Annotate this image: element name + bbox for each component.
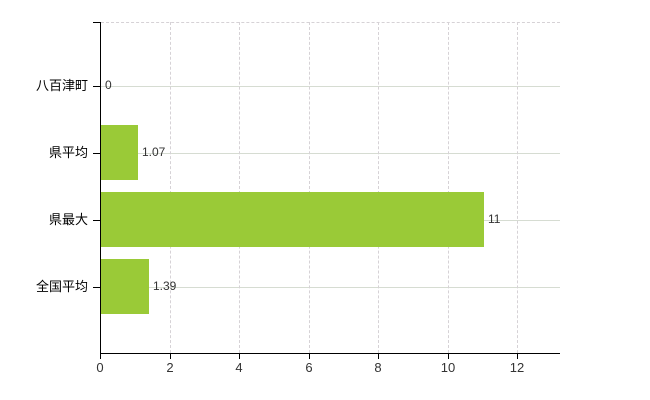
x-tick-6: [517, 354, 518, 359]
x-tick-2: [239, 354, 240, 359]
x-tick-5: [448, 354, 449, 359]
x-tick-label-4: 8: [374, 360, 382, 375]
v-gridline: [378, 22, 379, 353]
h-gridline: [101, 153, 560, 154]
bar-3: [101, 259, 149, 314]
x-tick-0: [100, 354, 101, 359]
category-label-0: 八百津町: [35, 78, 88, 93]
value-label-2: 11: [488, 212, 501, 226]
v-gridline: [448, 22, 449, 353]
y-axis-top-tick: [93, 22, 100, 23]
value-label-3: 1.39: [153, 279, 177, 293]
x-tick-1: [170, 354, 171, 359]
x-tick-label-5: 10: [440, 360, 456, 375]
y-tick-1: [93, 153, 100, 154]
category-label-3: 全国平均: [35, 279, 88, 294]
y-tick-2: [93, 220, 100, 221]
v-gridline: [239, 22, 240, 353]
v-gridline: [170, 22, 171, 353]
bar-2: [101, 192, 484, 247]
x-tick-label-3: 6: [305, 360, 313, 375]
bar-1: [101, 125, 138, 180]
x-tick-label-1: 2: [166, 360, 174, 375]
y-tick-0: [93, 86, 100, 87]
x-tick-4: [378, 354, 379, 359]
plot-top-border: [101, 22, 560, 23]
v-gridline: [309, 22, 310, 353]
v-gridline: [517, 22, 518, 353]
value-label-1: 1.07: [142, 145, 166, 159]
category-label-2: 県最大: [48, 212, 88, 227]
x-tick-label-6: 12: [509, 360, 525, 375]
x-tick-label-0: 0: [96, 360, 104, 375]
y-tick-3: [93, 287, 100, 288]
category-label-1: 県平均: [48, 145, 88, 160]
x-axis-line: [100, 353, 560, 354]
y-axis-line: [100, 22, 101, 354]
h-gridline: [101, 86, 560, 87]
x-tick-label-2: 4: [235, 360, 243, 375]
x-tick-3: [309, 354, 310, 359]
value-label-0: 0: [105, 78, 112, 92]
h-gridline: [101, 287, 560, 288]
